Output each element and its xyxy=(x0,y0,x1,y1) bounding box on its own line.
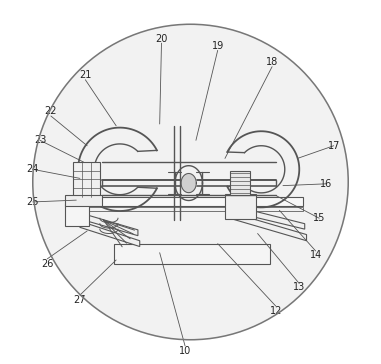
Text: 10: 10 xyxy=(179,345,191,356)
Polygon shape xyxy=(232,213,307,241)
Text: 13: 13 xyxy=(293,282,306,292)
Circle shape xyxy=(33,24,348,340)
Text: 18: 18 xyxy=(266,58,278,67)
Text: 23: 23 xyxy=(34,135,46,145)
Polygon shape xyxy=(80,221,140,246)
Bar xyxy=(73,162,100,197)
Text: 21: 21 xyxy=(79,70,91,80)
Text: 12: 12 xyxy=(269,306,282,316)
Polygon shape xyxy=(80,213,138,236)
Text: 14: 14 xyxy=(309,250,322,260)
Bar xyxy=(225,194,256,219)
Bar xyxy=(80,197,303,206)
Text: 20: 20 xyxy=(155,34,168,44)
Text: 16: 16 xyxy=(320,179,333,189)
Text: 19: 19 xyxy=(211,41,224,51)
Text: 22: 22 xyxy=(45,106,57,116)
Bar xyxy=(80,207,303,211)
Text: 25: 25 xyxy=(27,197,39,207)
Text: 27: 27 xyxy=(74,295,86,305)
Bar xyxy=(114,244,270,264)
Text: 26: 26 xyxy=(41,258,53,269)
Polygon shape xyxy=(232,206,305,229)
Bar xyxy=(66,195,102,206)
Text: 24: 24 xyxy=(27,164,39,174)
Bar xyxy=(66,205,89,226)
Text: 15: 15 xyxy=(313,213,325,223)
Polygon shape xyxy=(181,174,196,193)
Text: 17: 17 xyxy=(328,141,340,151)
Bar xyxy=(231,171,250,195)
